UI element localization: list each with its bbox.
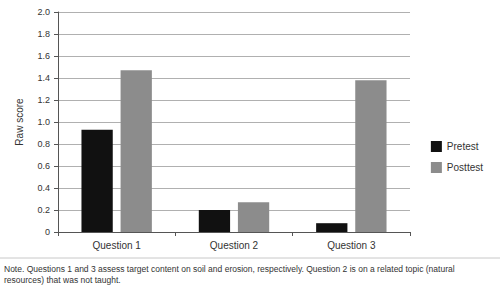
svg-text:1.8: 1.8 (37, 29, 50, 39)
svg-text:1.0: 1.0 (37, 117, 50, 127)
svg-text:Pretest: Pretest (447, 141, 479, 152)
svg-text:2.0: 2.0 (37, 7, 50, 17)
svg-text:0.6: 0.6 (37, 161, 50, 171)
svg-text:0: 0 (45, 227, 50, 237)
svg-text:Question 3: Question 3 (327, 240, 376, 251)
svg-text:0.2: 0.2 (37, 205, 50, 215)
svg-text:0.4: 0.4 (37, 183, 50, 193)
svg-text:1.6: 1.6 (37, 51, 50, 61)
svg-text:resources) that was not taught: resources) that was not taught. (4, 275, 121, 285)
svg-text:Question 1: Question 1 (92, 240, 141, 251)
svg-text:Question 2: Question 2 (210, 240, 259, 251)
svg-text:Raw score: Raw score (14, 98, 25, 146)
svg-text:0.8: 0.8 (37, 139, 50, 149)
svg-text:1.2: 1.2 (37, 95, 50, 105)
svg-text:Note. Questions 1 and 3 assess: Note. Questions 1 and 3 assess target co… (4, 264, 457, 274)
svg-text:1.4: 1.4 (37, 73, 50, 83)
svg-text:Posttest: Posttest (447, 162, 483, 173)
